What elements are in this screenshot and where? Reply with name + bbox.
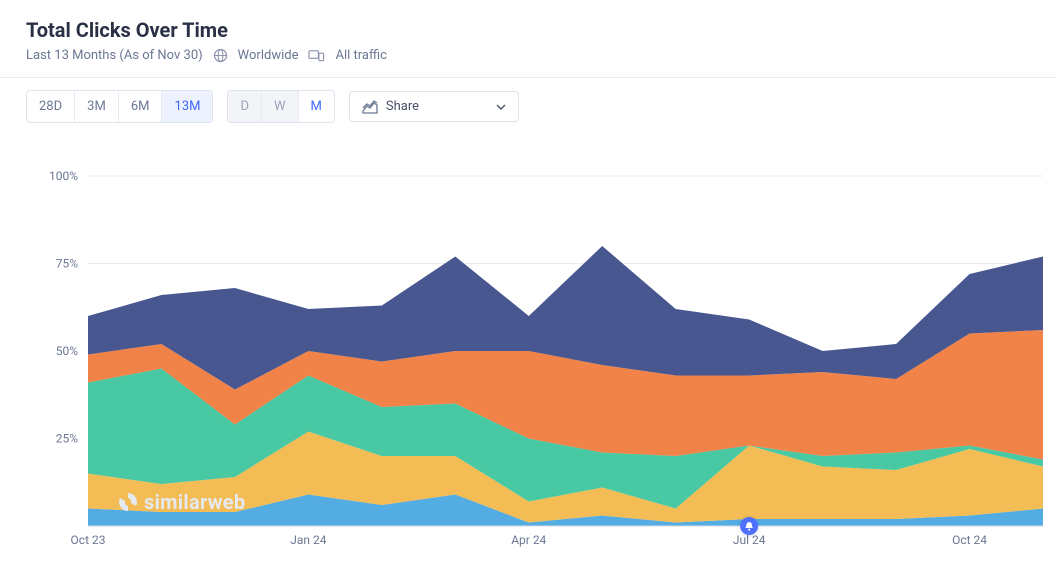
region-text: Worldwide [238,48,299,63]
svg-text:50%: 50% [56,344,78,358]
gran-option-d[interactable]: D [228,91,262,122]
range-option-28d[interactable]: 28D [27,91,75,122]
svg-text:25%: 25% [56,432,78,446]
globe-icon [213,48,228,63]
range-option-3m[interactable]: 3M [75,91,119,122]
date-range-text: Last 13 Months (As of Nov 30) [26,48,203,63]
svg-text:Oct 24: Oct 24 [952,533,987,547]
event-marker-icon[interactable] [740,517,758,535]
svg-text:75%: 75% [56,257,78,271]
range-segmented: 28D3M6M13M [26,90,213,123]
devices-icon [308,48,325,63]
metric-label: Share [386,99,419,114]
gran-option-m[interactable]: M [299,91,334,122]
subtitle-row: Last 13 Months (As of Nov 30) Worldwide … [26,48,1031,63]
traffic-text: All traffic [335,48,386,63]
gran-option-w[interactable]: W [262,91,299,122]
stacked-area-chart: 25% 50% 75% 100% Oct 23 Jan 24 Apr 24 Jul 24 Oct… [26,170,1049,554]
range-option-13m[interactable]: 13M [162,91,212,122]
svg-text:100%: 100% [49,170,78,183]
controls-row: 28D3M6M13M DWM Share [0,78,1057,123]
metric-dropdown[interactable]: Share [349,91,519,122]
svg-text:Oct 23: Oct 23 [71,533,106,547]
range-option-6m[interactable]: 6M [119,91,163,122]
page-title: Total Clicks Over Time [26,18,1031,42]
svg-text:Jan 24: Jan 24 [290,533,326,547]
svg-text:Jul 24: Jul 24 [733,533,766,547]
area-chart-icon [362,100,378,114]
granularity-segmented: DWM [227,90,334,123]
svg-text:Apr 24: Apr 24 [511,533,546,547]
chevron-down-icon [496,104,506,110]
chart-area: similarweb 25%50%75%100%Oct 23Jan 24Apr … [26,170,1049,554]
chart-header: Total Clicks Over Time Last 13 Months (A… [0,0,1057,78]
